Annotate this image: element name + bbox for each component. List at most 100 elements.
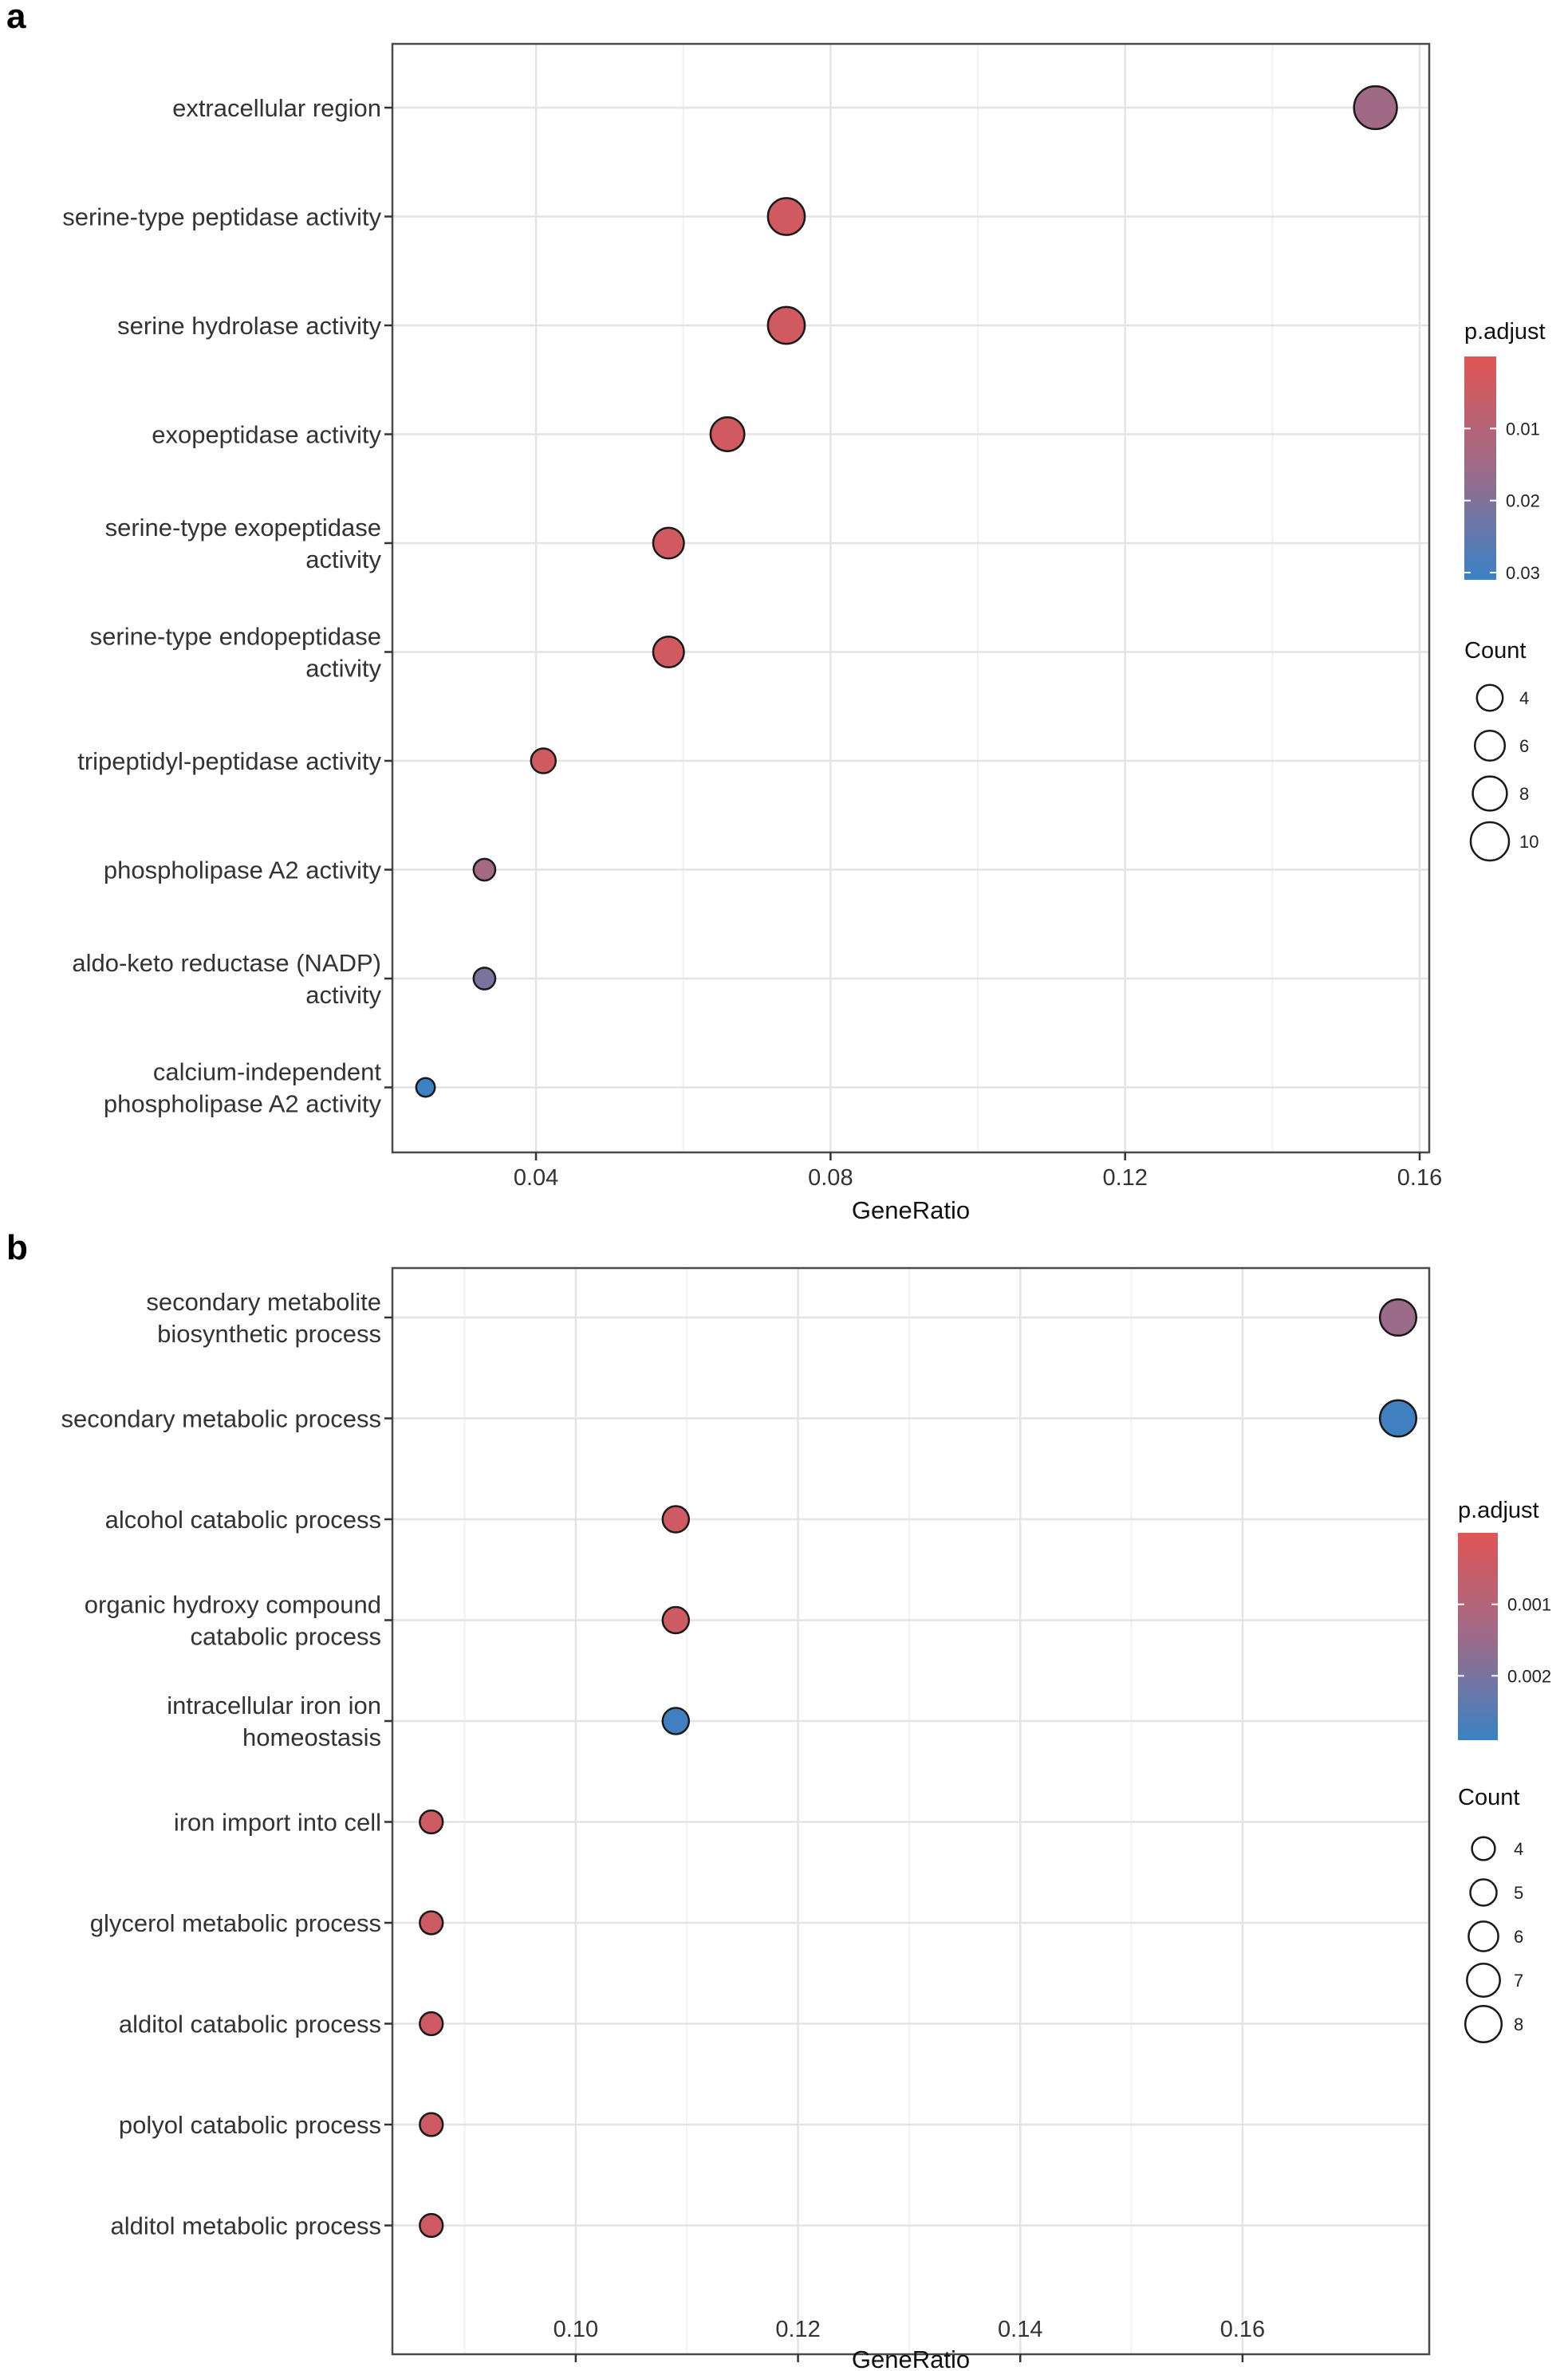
y-category-label: serine-type peptidase activity bbox=[62, 203, 381, 231]
chart-b: secondary metabolite biosynthetic process… bbox=[61, 1266, 1551, 2371]
y-category-label: secondary metabolite biosynthetic process bbox=[146, 1288, 381, 1348]
legend-size-circle bbox=[1475, 683, 1504, 712]
y-category-line: activity bbox=[305, 545, 381, 573]
plot-frame bbox=[391, 42, 1431, 1154]
legend-size-label: 8 bbox=[1519, 784, 1529, 804]
data-point bbox=[419, 2112, 444, 2137]
plot-background bbox=[392, 44, 1429, 1152]
y-category-label: calcium-independent phospholipase A2 acti… bbox=[104, 1058, 382, 1118]
x-tick-label: 0.14 bbox=[998, 2317, 1042, 2342]
y-category-line: extracellular region bbox=[172, 94, 381, 122]
x-axis-title: GeneRatio bbox=[852, 2345, 970, 2371]
legend-size-circle bbox=[1468, 1920, 1499, 1952]
x-tick-label: 0.16 bbox=[1220, 2317, 1265, 2342]
y-category-label: aldo-keto reductase (NADP) activity bbox=[72, 949, 381, 1009]
data-point bbox=[1378, 1298, 1418, 1337]
legend-colorbar bbox=[1458, 1533, 1498, 1740]
y-category-line: alcohol catabolic process bbox=[105, 1506, 381, 1534]
data-point bbox=[472, 857, 497, 882]
data-point bbox=[419, 2212, 444, 2239]
y-category-line: serine-type endopeptidase bbox=[90, 623, 381, 651]
y-category-line: serine-type exopeptidase bbox=[105, 514, 381, 542]
x-tick-label: 0.08 bbox=[808, 1165, 853, 1191]
data-point bbox=[415, 1077, 436, 1098]
y-category-label: intracellular iron ion homeostasis bbox=[167, 1692, 381, 1751]
data-point bbox=[419, 2011, 444, 2037]
y-category-label: serine-type exopeptidase activity bbox=[105, 514, 382, 573]
y-category-label: alcohol catabolic process bbox=[105, 1506, 381, 1534]
y-category-line: polyol catabolic process bbox=[119, 2111, 381, 2139]
data-point bbox=[661, 1505, 691, 1534]
legend-size-label: 10 bbox=[1519, 832, 1538, 852]
y-category-line: tripeptidyl-peptidase activity bbox=[77, 747, 381, 775]
panel-b: b secondary metabolite biosynthetic proce… bbox=[0, 1228, 1568, 2371]
y-category-label: serine-type endopeptidase activity bbox=[90, 623, 382, 683]
y-category-label: exopeptidase activity bbox=[152, 421, 381, 449]
x-tick-label: 0.10 bbox=[554, 2317, 598, 2342]
legend-color-title: p.adjust bbox=[1464, 319, 1546, 345]
y-category-line: secondary metabolic process bbox=[61, 1405, 381, 1433]
y-category-line: serine-type peptidase activity bbox=[62, 203, 381, 231]
panel-b-label: b bbox=[6, 1228, 28, 1267]
legend-size-label: 7 bbox=[1514, 1971, 1523, 1991]
data-point bbox=[652, 635, 685, 669]
y-category-line: glycerol metabolic process bbox=[90, 1909, 381, 1937]
y-category-label: tripeptidyl-peptidase activity bbox=[77, 747, 381, 775]
legend-size-label: 4 bbox=[1514, 1839, 1523, 1859]
data-point bbox=[530, 747, 557, 774]
y-category-label: alditol metabolic process bbox=[111, 2212, 381, 2240]
legend-colorbar bbox=[1464, 356, 1496, 580]
y-category-label: glycerol metabolic process bbox=[90, 1909, 381, 1937]
legend-size-circle bbox=[1471, 775, 1508, 812]
legend-size-label: 4 bbox=[1519, 688, 1529, 708]
legend-size-circle bbox=[1464, 2004, 1503, 2044]
y-category-line: homeostasis bbox=[242, 1723, 381, 1751]
y-category-label: secondary metabolic process bbox=[61, 1405, 381, 1433]
data-point bbox=[472, 967, 497, 991]
y-category-label: alditol catabolic process bbox=[119, 2011, 381, 2038]
data-point bbox=[661, 1707, 691, 1735]
data-point bbox=[652, 526, 685, 560]
y-category-line: exopeptidase activity bbox=[152, 421, 381, 449]
legend-size-title: Count bbox=[1458, 1785, 1519, 1810]
x-axis-title: GeneRatio bbox=[852, 1196, 970, 1224]
y-category-line: intracellular iron ion bbox=[167, 1692, 381, 1719]
data-point bbox=[709, 416, 746, 452]
y-category-line: alditol catabolic process bbox=[119, 2011, 381, 2038]
legend-size-label: 8 bbox=[1514, 2015, 1523, 2034]
y-category-label: polyol catabolic process bbox=[119, 2111, 381, 2139]
data-point bbox=[661, 1605, 691, 1635]
plot-frame bbox=[391, 1266, 1431, 2356]
legend-size-label: 5 bbox=[1514, 1883, 1523, 1903]
y-category-line: biosynthetic process bbox=[157, 1320, 381, 1348]
legend-colorbar-label: 0.02 bbox=[1506, 491, 1540, 511]
data-point bbox=[419, 1910, 444, 1936]
y-category-label: extracellular region bbox=[172, 94, 381, 122]
y-category-line: calcium-independent bbox=[153, 1058, 381, 1086]
x-tick-label: 0.16 bbox=[1397, 1165, 1442, 1191]
y-category-label: serine hydrolase activity bbox=[117, 312, 381, 340]
chart-a: extracellular region serine-type peptidas… bbox=[62, 42, 1546, 1224]
x-tick-label: 0.12 bbox=[1102, 1165, 1147, 1191]
data-point bbox=[766, 197, 806, 236]
y-category-line: activity bbox=[305, 655, 381, 683]
y-category-line: activity bbox=[305, 981, 381, 1009]
panel-a-label: a bbox=[6, 0, 26, 36]
y-category-line: iron import into cell bbox=[174, 1809, 381, 1837]
y-category-line: catabolic process bbox=[190, 1623, 381, 1651]
data-point bbox=[1353, 85, 1398, 131]
legend-colorbar-label: 0.03 bbox=[1506, 563, 1540, 583]
x-tick-label: 0.12 bbox=[775, 2317, 820, 2342]
y-category-line: serine hydrolase activity bbox=[117, 312, 381, 340]
x-tick-label: 0.04 bbox=[514, 1165, 558, 1191]
y-category-line: aldo-keto reductase (NADP) bbox=[72, 949, 381, 977]
legend-colorbar-label: 0.002 bbox=[1507, 1666, 1551, 1686]
legend-size-circle bbox=[1469, 821, 1511, 862]
data-point bbox=[766, 305, 806, 345]
y-category-label: iron import into cell bbox=[174, 1809, 381, 1837]
legend-color-title: p.adjust bbox=[1458, 1498, 1539, 1523]
legend-size-circle bbox=[1473, 729, 1507, 762]
panel-a: a extracellular region serine-type peptid… bbox=[6, 0, 1546, 1224]
legend-size-circle bbox=[1469, 1878, 1498, 1907]
legend-size-label: 6 bbox=[1514, 1927, 1523, 1947]
